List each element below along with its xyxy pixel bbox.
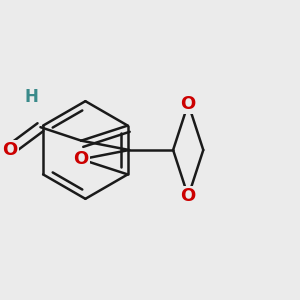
Text: O: O (74, 150, 89, 168)
Text: H: H (24, 88, 38, 106)
Text: O: O (181, 94, 196, 112)
Text: O: O (2, 141, 17, 159)
Text: O: O (181, 188, 196, 206)
